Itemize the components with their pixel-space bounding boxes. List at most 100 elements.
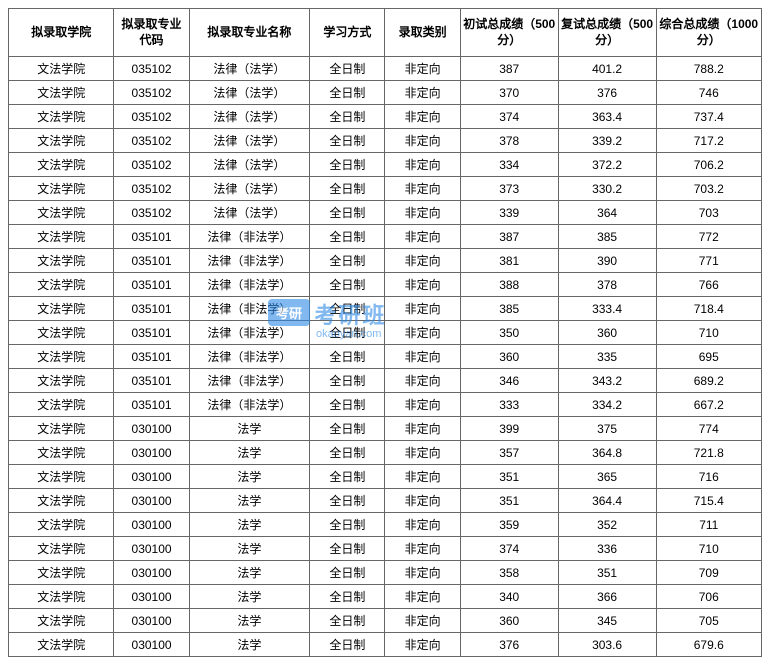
cell-15-2: 法学 <box>189 417 309 441</box>
cell-16-0: 文法学院 <box>9 441 114 465</box>
cell-13-0: 文法学院 <box>9 369 114 393</box>
cell-0-0: 文法学院 <box>9 57 114 81</box>
cell-11-7: 710 <box>656 321 761 345</box>
cell-12-6: 335 <box>558 345 656 369</box>
cell-18-7: 715.4 <box>656 489 761 513</box>
cell-8-6: 390 <box>558 249 656 273</box>
cell-2-2: 法律（法学） <box>189 105 309 129</box>
cell-20-1: 030100 <box>114 537 189 561</box>
cell-3-4: 非定向 <box>385 129 460 153</box>
cell-22-7: 706 <box>656 585 761 609</box>
cell-2-7: 737.4 <box>656 105 761 129</box>
cell-21-3: 全日制 <box>310 561 385 585</box>
table-container: 拟录取学院拟录取专业代码拟录取专业名称学习方式录取类别初试总成绩（500分）复试… <box>8 8 762 657</box>
cell-18-4: 非定向 <box>385 489 460 513</box>
cell-9-6: 378 <box>558 273 656 297</box>
cell-12-4: 非定向 <box>385 345 460 369</box>
cell-19-6: 352 <box>558 513 656 537</box>
table-row: 文法学院035102法律（法学）全日制非定向339364703 <box>9 201 762 225</box>
cell-9-7: 766 <box>656 273 761 297</box>
cell-16-3: 全日制 <box>310 441 385 465</box>
cell-11-6: 360 <box>558 321 656 345</box>
table-row: 文法学院030100法学全日制非定向351364.4715.4 <box>9 489 762 513</box>
cell-18-5: 351 <box>460 489 558 513</box>
cell-11-4: 非定向 <box>385 321 460 345</box>
table-row: 文法学院035101法律（非法学）全日制非定向360335695 <box>9 345 762 369</box>
cell-2-4: 非定向 <box>385 105 460 129</box>
header-row: 拟录取学院拟录取专业代码拟录取专业名称学习方式录取类别初试总成绩（500分）复试… <box>9 9 762 57</box>
cell-22-2: 法学 <box>189 585 309 609</box>
cell-3-5: 378 <box>460 129 558 153</box>
cell-18-6: 364.4 <box>558 489 656 513</box>
cell-2-5: 374 <box>460 105 558 129</box>
cell-7-1: 035101 <box>114 225 189 249</box>
cell-6-2: 法律（法学） <box>189 201 309 225</box>
cell-6-7: 703 <box>656 201 761 225</box>
cell-17-7: 716 <box>656 465 761 489</box>
cell-14-1: 035101 <box>114 393 189 417</box>
cell-20-0: 文法学院 <box>9 537 114 561</box>
cell-22-6: 366 <box>558 585 656 609</box>
cell-12-5: 360 <box>460 345 558 369</box>
table-row: 文法学院035102法律（法学）全日制非定向370376746 <box>9 81 762 105</box>
cell-16-1: 030100 <box>114 441 189 465</box>
cell-10-5: 385 <box>460 297 558 321</box>
cell-15-7: 774 <box>656 417 761 441</box>
cell-4-1: 035102 <box>114 153 189 177</box>
cell-22-0: 文法学院 <box>9 585 114 609</box>
cell-9-2: 法律（非法学） <box>189 273 309 297</box>
table-row: 文法学院030100法学全日制非定向340366706 <box>9 585 762 609</box>
cell-19-2: 法学 <box>189 513 309 537</box>
cell-3-6: 339.2 <box>558 129 656 153</box>
cell-20-2: 法学 <box>189 537 309 561</box>
cell-17-6: 365 <box>558 465 656 489</box>
cell-21-1: 030100 <box>114 561 189 585</box>
cell-0-2: 法律（法学） <box>189 57 309 81</box>
cell-15-1: 030100 <box>114 417 189 441</box>
cell-11-2: 法律（非法学） <box>189 321 309 345</box>
cell-5-5: 373 <box>460 177 558 201</box>
cell-12-3: 全日制 <box>310 345 385 369</box>
cell-12-0: 文法学院 <box>9 345 114 369</box>
cell-15-3: 全日制 <box>310 417 385 441</box>
cell-7-3: 全日制 <box>310 225 385 249</box>
cell-3-3: 全日制 <box>310 129 385 153</box>
cell-7-7: 772 <box>656 225 761 249</box>
col-header-7: 综合总成绩（1000分） <box>656 9 761 57</box>
cell-10-6: 333.4 <box>558 297 656 321</box>
cell-24-4: 非定向 <box>385 633 460 657</box>
cell-6-1: 035102 <box>114 201 189 225</box>
table-row: 文法学院030100法学全日制非定向359352711 <box>9 513 762 537</box>
cell-17-4: 非定向 <box>385 465 460 489</box>
cell-18-0: 文法学院 <box>9 489 114 513</box>
cell-4-2: 法律（法学） <box>189 153 309 177</box>
cell-4-3: 全日制 <box>310 153 385 177</box>
cell-8-5: 381 <box>460 249 558 273</box>
cell-10-1: 035101 <box>114 297 189 321</box>
admission-table: 拟录取学院拟录取专业代码拟录取专业名称学习方式录取类别初试总成绩（500分）复试… <box>8 8 762 657</box>
cell-10-7: 718.4 <box>656 297 761 321</box>
cell-21-6: 351 <box>558 561 656 585</box>
cell-8-0: 文法学院 <box>9 249 114 273</box>
cell-24-1: 030100 <box>114 633 189 657</box>
cell-23-4: 非定向 <box>385 609 460 633</box>
cell-11-1: 035101 <box>114 321 189 345</box>
cell-12-1: 035101 <box>114 345 189 369</box>
cell-0-4: 非定向 <box>385 57 460 81</box>
cell-1-5: 370 <box>460 81 558 105</box>
cell-20-4: 非定向 <box>385 537 460 561</box>
cell-23-7: 705 <box>656 609 761 633</box>
cell-4-5: 334 <box>460 153 558 177</box>
cell-16-4: 非定向 <box>385 441 460 465</box>
cell-9-4: 非定向 <box>385 273 460 297</box>
cell-14-7: 667.2 <box>656 393 761 417</box>
cell-24-2: 法学 <box>189 633 309 657</box>
cell-22-3: 全日制 <box>310 585 385 609</box>
cell-15-0: 文法学院 <box>9 417 114 441</box>
cell-6-6: 364 <box>558 201 656 225</box>
cell-23-1: 030100 <box>114 609 189 633</box>
cell-20-5: 374 <box>460 537 558 561</box>
cell-15-5: 399 <box>460 417 558 441</box>
cell-12-2: 法律（非法学） <box>189 345 309 369</box>
cell-7-0: 文法学院 <box>9 225 114 249</box>
